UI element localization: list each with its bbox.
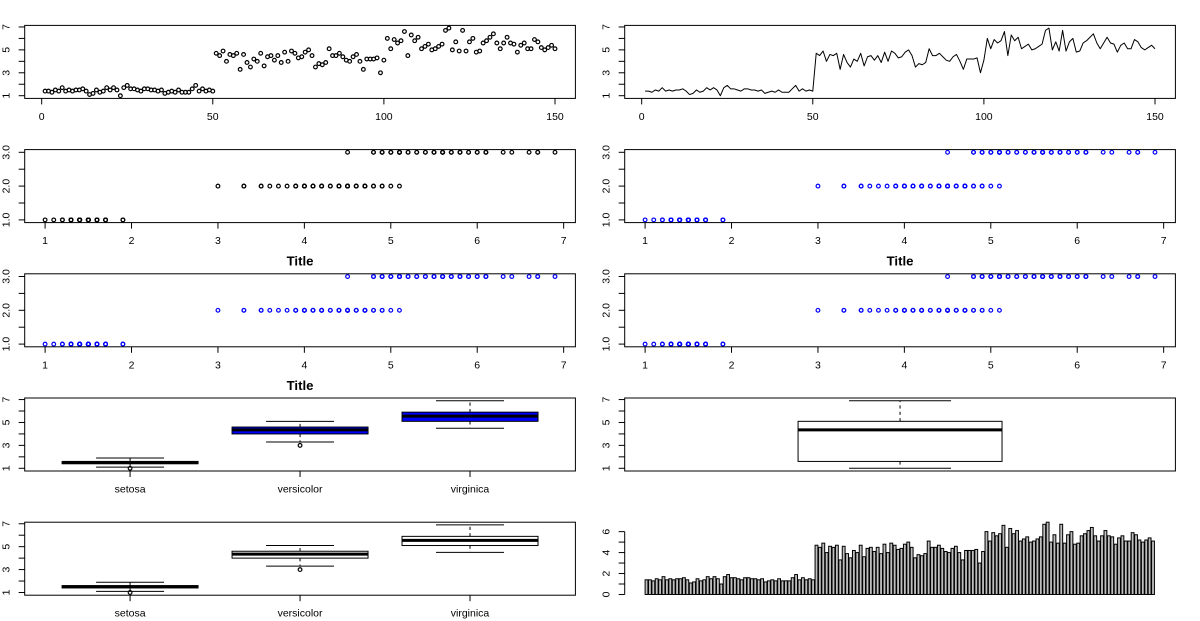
svg-text:3: 3 (1, 442, 13, 448)
svg-text:5: 5 (988, 235, 994, 247)
svg-text:4: 4 (301, 235, 307, 247)
svg-text:2: 2 (601, 570, 613, 576)
svg-text:virginica: virginica (451, 484, 490, 496)
svg-text:1: 1 (42, 359, 48, 371)
svg-text:5: 5 (988, 359, 994, 371)
svg-text:7: 7 (601, 24, 613, 30)
svg-text:7: 7 (1161, 359, 1167, 371)
svg-text:1: 1 (642, 359, 648, 371)
svg-text:2: 2 (129, 359, 135, 371)
svg-text:150: 150 (1146, 111, 1164, 123)
svg-text:7: 7 (1, 396, 13, 402)
svg-text:7: 7 (1, 24, 13, 30)
svg-text:3.0: 3.0 (1, 269, 13, 284)
svg-text:5: 5 (1, 419, 13, 425)
svg-text:7: 7 (561, 359, 567, 371)
svg-text:1.0: 1.0 (1, 212, 13, 227)
svg-text:Title: Title (887, 254, 914, 269)
svg-text:2.0: 2.0 (1, 179, 13, 194)
svg-text:2: 2 (729, 235, 735, 247)
svg-text:7: 7 (1161, 235, 1167, 247)
svg-text:1: 1 (601, 465, 613, 471)
svg-text:5: 5 (388, 359, 394, 371)
svg-text:7: 7 (601, 396, 613, 402)
svg-text:3: 3 (215, 359, 221, 371)
svg-text:7: 7 (1, 521, 13, 527)
svg-text:3: 3 (815, 235, 821, 247)
svg-text:100: 100 (975, 111, 993, 123)
svg-text:3.0: 3.0 (601, 145, 613, 160)
svg-text:1: 1 (42, 235, 48, 247)
svg-text:1: 1 (1, 465, 13, 471)
svg-text:1.0: 1.0 (601, 337, 613, 352)
svg-text:4: 4 (901, 235, 907, 247)
svg-text:7: 7 (561, 235, 567, 247)
svg-text:1: 1 (642, 235, 648, 247)
svg-text:3.0: 3.0 (601, 269, 613, 284)
svg-text:1.0: 1.0 (601, 212, 613, 227)
svg-text:3.0: 3.0 (1, 145, 13, 160)
svg-text:3: 3 (601, 70, 613, 76)
svg-text:1: 1 (1, 93, 13, 99)
svg-text:6: 6 (474, 359, 480, 371)
svg-text:1.0: 1.0 (1, 337, 13, 352)
svg-text:3: 3 (1, 567, 13, 573)
svg-text:6: 6 (474, 235, 480, 247)
svg-text:2: 2 (729, 359, 735, 371)
svg-text:5: 5 (388, 235, 394, 247)
svg-text:2.0: 2.0 (601, 179, 613, 194)
svg-text:100: 100 (375, 111, 393, 123)
svg-text:50: 50 (807, 111, 819, 123)
svg-text:2.0: 2.0 (601, 303, 613, 318)
svg-text:0: 0 (639, 111, 645, 123)
svg-text:1: 1 (601, 93, 613, 99)
svg-text:5: 5 (601, 47, 613, 53)
svg-text:3: 3 (215, 235, 221, 247)
svg-text:4: 4 (601, 550, 613, 556)
svg-text:setosa: setosa (115, 608, 146, 620)
svg-text:versicolor: versicolor (278, 608, 323, 620)
svg-text:6: 6 (1074, 235, 1080, 247)
svg-text:Title: Title (287, 378, 314, 393)
svg-text:setosa: setosa (115, 484, 146, 496)
svg-text:50: 50 (207, 111, 219, 123)
svg-text:6: 6 (601, 529, 613, 535)
svg-text:versicolor: versicolor (278, 484, 323, 496)
svg-text:0: 0 (39, 111, 45, 123)
svg-text:Title: Title (287, 254, 314, 269)
svg-text:5: 5 (1, 544, 13, 550)
svg-text:5: 5 (601, 419, 613, 425)
svg-text:4: 4 (301, 359, 307, 371)
svg-text:6: 6 (1074, 359, 1080, 371)
svg-text:5: 5 (1, 47, 13, 53)
svg-text:2: 2 (129, 235, 135, 247)
svg-text:2.0: 2.0 (1, 303, 13, 318)
svg-text:3: 3 (601, 442, 613, 448)
svg-text:0: 0 (601, 591, 613, 597)
svg-text:150: 150 (546, 111, 564, 123)
svg-text:3: 3 (815, 359, 821, 371)
svg-text:1: 1 (1, 589, 13, 595)
svg-text:3: 3 (1, 70, 13, 76)
svg-text:virginica: virginica (451, 608, 490, 620)
svg-text:4: 4 (901, 359, 907, 371)
